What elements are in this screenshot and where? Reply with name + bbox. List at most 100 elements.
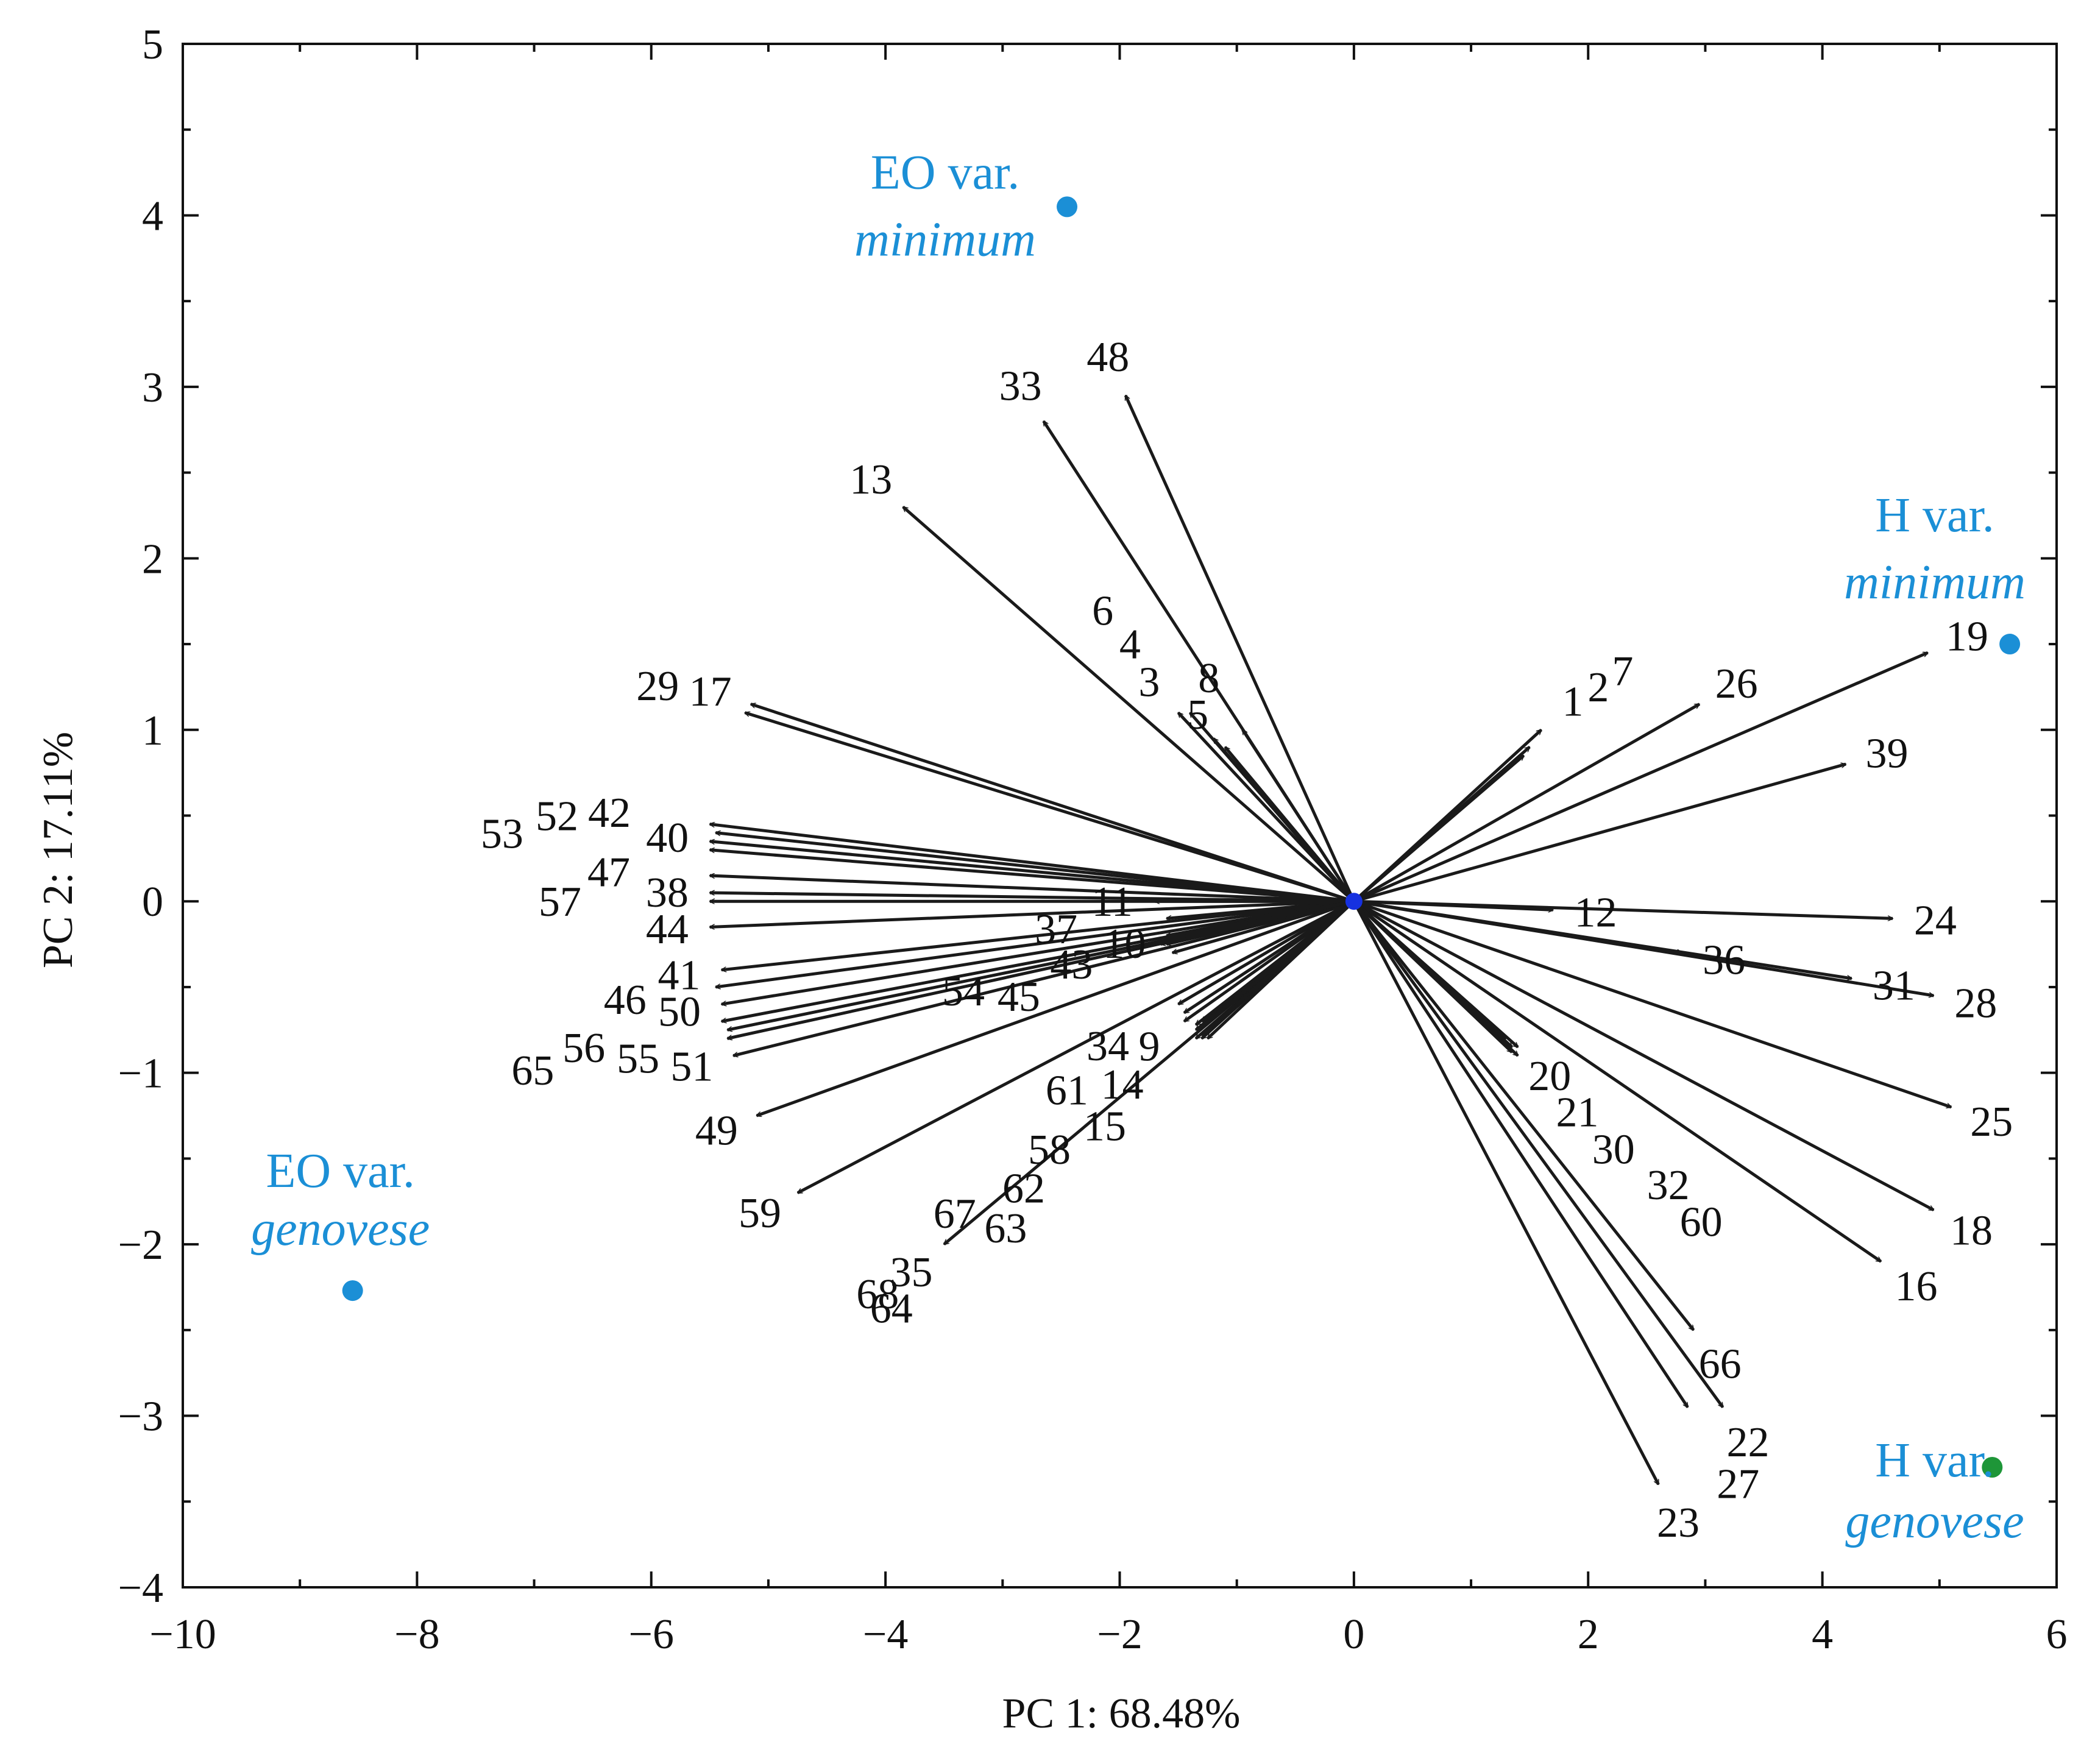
loading-label-44: 44	[646, 906, 689, 953]
loading-arrow-59	[798, 900, 1355, 1194]
plot-frame	[182, 43, 2058, 1589]
loading-arrow-49	[757, 899, 1355, 1118]
x-tick-label: −10	[149, 1611, 216, 1658]
loading-label-9: 9	[1139, 1024, 1160, 1071]
y-tick-label: 5	[142, 21, 163, 68]
loading-label-33: 33	[999, 363, 1042, 409]
loading-label-12: 12	[1575, 889, 1617, 936]
loading-label-54: 54	[942, 968, 985, 1015]
loading-label-14: 14	[1101, 1061, 1144, 1108]
loading-arrow-50	[721, 899, 1355, 1004]
loading-arrow-6	[1212, 739, 1355, 902]
loading-label-5: 5	[1187, 692, 1208, 739]
loading-label-24: 24	[1914, 898, 1957, 944]
loading-label-25: 25	[1970, 1099, 2013, 1146]
loading-label-19: 19	[1946, 613, 1988, 660]
loading-arrow-68	[1204, 900, 1355, 1026]
loading-arrow-48	[1124, 395, 1356, 902]
loading-arrow-16	[1353, 900, 1881, 1263]
y-tick-label: −4	[118, 1565, 163, 1612]
loading-arrow-7	[1353, 754, 1524, 903]
loading-arrow-29	[745, 713, 1355, 903]
loading-label-52: 52	[536, 793, 578, 840]
x-tick-label: 4	[1812, 1611, 1833, 1658]
loading-arrow-19	[1353, 651, 1928, 903]
y-tick-label: 3	[142, 364, 163, 411]
y-tick-label: 1	[142, 707, 163, 754]
origin-point	[1345, 893, 1363, 910]
loading-label-51: 51	[670, 1043, 713, 1090]
group-label-variety: minimum	[1844, 556, 2026, 609]
y-tick-label: 2	[142, 536, 163, 583]
loading-arrow-66	[1352, 900, 1695, 1330]
loading-arrow-51	[733, 899, 1355, 1055]
loading-label-64: 64	[870, 1285, 913, 1332]
group-point	[1057, 196, 1078, 218]
group-point	[1999, 634, 2021, 655]
loading-label-15: 15	[1083, 1103, 1126, 1150]
x-tick-label: −6	[629, 1611, 674, 1658]
loading-label-66: 66	[1699, 1341, 1742, 1388]
group-point	[342, 1280, 363, 1302]
x-tick-label: −4	[863, 1611, 908, 1658]
loading-arrow-23	[1352, 901, 1660, 1484]
loading-arrow-18	[1353, 900, 1934, 1212]
loading-label-26: 26	[1715, 661, 1758, 707]
loading-label-4: 4	[1119, 621, 1141, 668]
group-label-name: H var.	[1875, 1434, 1994, 1487]
loading-label-53: 53	[481, 811, 523, 858]
loading-label-49: 49	[695, 1108, 738, 1155]
loading-arrow-56	[721, 899, 1355, 1021]
loading-label-6: 6	[1092, 587, 1113, 634]
loading-label-10: 10	[1104, 921, 1146, 968]
loading-label-35: 35	[890, 1249, 933, 1296]
loading-label-17: 17	[689, 668, 732, 715]
loading-label-37: 37	[1035, 906, 1077, 953]
loading-arrow-44	[710, 899, 1354, 927]
loading-label-31: 31	[1873, 963, 1915, 1010]
group-label-name: H var.	[1875, 489, 1994, 542]
x-tick-label: 6	[2046, 1611, 2068, 1658]
loading-label-32: 32	[1647, 1162, 1690, 1209]
loading-label-62: 62	[1002, 1166, 1045, 1213]
loading-arrow-65	[728, 899, 1355, 1030]
y-tick-label: −1	[118, 1050, 163, 1097]
loading-label-34: 34	[1086, 1023, 1129, 1070]
loading-label-11: 11	[1091, 879, 1132, 926]
loading-label-3: 3	[1138, 659, 1160, 706]
plot-area-border	[182, 43, 2058, 1589]
x-tick-label: −2	[1097, 1611, 1142, 1658]
loading-label-45: 45	[998, 974, 1040, 1021]
x-tick-label: −8	[394, 1611, 439, 1658]
y-tick-label: −2	[118, 1222, 163, 1269]
loading-label-55: 55	[617, 1035, 659, 1082]
loading-arrow-46	[715, 899, 1355, 987]
loading-label-42: 42	[588, 790, 631, 837]
loading-label-65: 65	[511, 1047, 554, 1094]
loading-arrow-27	[1352, 900, 1689, 1407]
loading-label-58: 58	[1028, 1127, 1071, 1174]
y-axis-title: PC 2: 17.11%	[35, 732, 82, 968]
loading-arrow-47	[710, 876, 1354, 903]
loading-arrow-60	[1353, 900, 1512, 1049]
loading-label-39: 39	[1865, 730, 1908, 777]
loading-label-23: 23	[1657, 1500, 1700, 1546]
loading-label-29: 29	[636, 663, 679, 710]
loading-label-28: 28	[1954, 980, 1997, 1027]
loading-label-27: 27	[1717, 1461, 1759, 1508]
y-tick-label: −3	[118, 1394, 163, 1440]
loading-label-60: 60	[1680, 1199, 1723, 1246]
loading-label-30: 30	[1592, 1127, 1635, 1174]
loading-arrow-41	[721, 899, 1355, 970]
y-tick-label: 4	[142, 193, 163, 239]
loading-arrow-26	[1353, 703, 1700, 903]
loading-label-67: 67	[934, 1191, 976, 1238]
loading-label-61: 61	[1046, 1067, 1088, 1114]
loading-label-57: 57	[539, 879, 581, 926]
loading-arrow-61	[1184, 900, 1355, 1015]
